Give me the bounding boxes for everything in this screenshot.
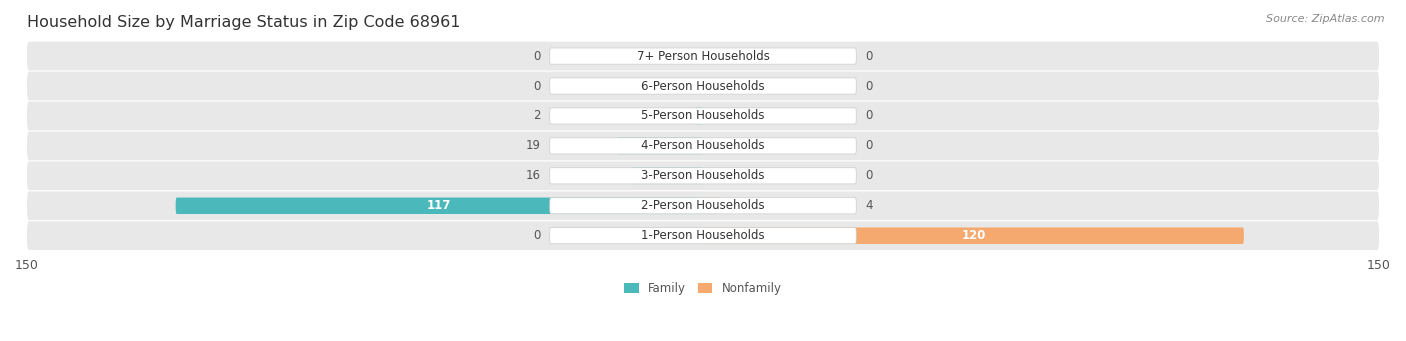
Text: 0: 0 — [865, 139, 873, 152]
Text: Source: ZipAtlas.com: Source: ZipAtlas.com — [1267, 14, 1385, 24]
Text: 1-Person Households: 1-Person Households — [641, 229, 765, 242]
Text: 0: 0 — [865, 49, 873, 63]
FancyBboxPatch shape — [631, 167, 703, 184]
Text: 0: 0 — [533, 229, 541, 242]
Text: 0: 0 — [865, 109, 873, 122]
FancyBboxPatch shape — [550, 78, 856, 94]
Text: 0: 0 — [865, 169, 873, 182]
FancyBboxPatch shape — [27, 191, 1379, 220]
FancyBboxPatch shape — [27, 102, 1379, 130]
FancyBboxPatch shape — [27, 161, 1379, 190]
FancyBboxPatch shape — [27, 132, 1379, 160]
Text: 6-Person Households: 6-Person Households — [641, 79, 765, 92]
FancyBboxPatch shape — [617, 138, 703, 154]
Text: 3-Person Households: 3-Person Households — [641, 169, 765, 182]
FancyBboxPatch shape — [703, 227, 1244, 244]
Legend: Family, Nonfamily: Family, Nonfamily — [624, 282, 782, 295]
FancyBboxPatch shape — [703, 197, 721, 214]
Text: 2-Person Households: 2-Person Households — [641, 199, 765, 212]
Text: 117: 117 — [427, 199, 451, 212]
Text: 0: 0 — [533, 79, 541, 92]
Text: 120: 120 — [962, 229, 986, 242]
FancyBboxPatch shape — [550, 168, 856, 184]
Text: 16: 16 — [526, 169, 541, 182]
FancyBboxPatch shape — [550, 48, 856, 64]
FancyBboxPatch shape — [550, 138, 856, 154]
FancyBboxPatch shape — [550, 228, 856, 244]
FancyBboxPatch shape — [176, 197, 703, 214]
FancyBboxPatch shape — [550, 198, 856, 214]
FancyBboxPatch shape — [550, 108, 856, 124]
Text: 19: 19 — [526, 139, 541, 152]
Text: 4: 4 — [865, 199, 873, 212]
Text: Household Size by Marriage Status in Zip Code 68961: Household Size by Marriage Status in Zip… — [27, 15, 460, 30]
Text: 2: 2 — [533, 109, 541, 122]
FancyBboxPatch shape — [27, 72, 1379, 100]
Text: 5-Person Households: 5-Person Households — [641, 109, 765, 122]
FancyBboxPatch shape — [27, 221, 1379, 250]
Text: 7+ Person Households: 7+ Person Households — [637, 49, 769, 63]
Text: 4-Person Households: 4-Person Households — [641, 139, 765, 152]
Text: 0: 0 — [533, 49, 541, 63]
FancyBboxPatch shape — [695, 108, 703, 124]
FancyBboxPatch shape — [27, 42, 1379, 71]
Text: 0: 0 — [865, 79, 873, 92]
